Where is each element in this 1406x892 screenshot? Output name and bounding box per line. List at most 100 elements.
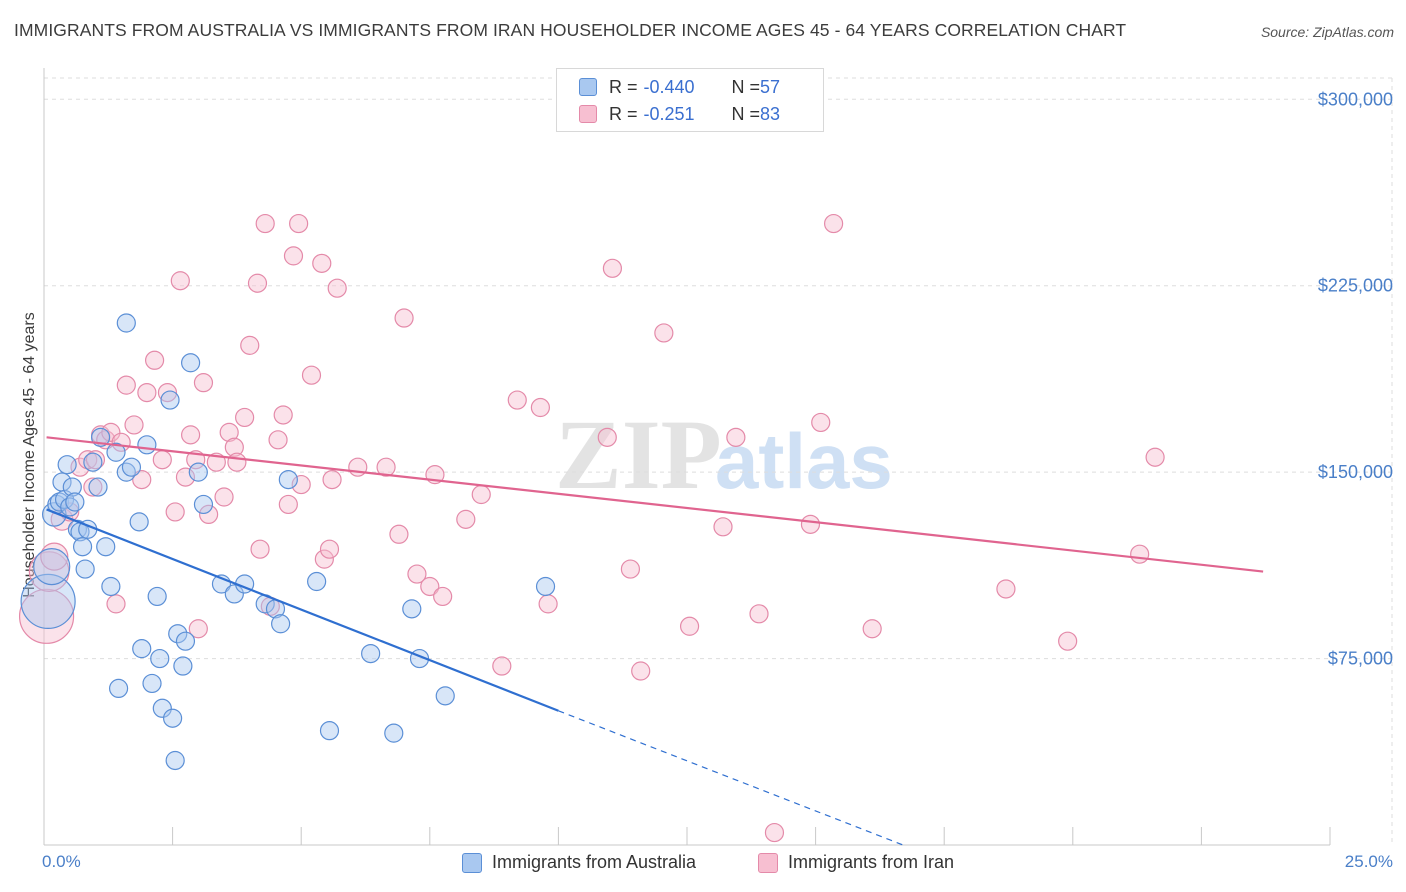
- australia-point: [132, 639, 152, 659]
- australia-point: [152, 698, 172, 718]
- australia-point: [62, 477, 82, 497]
- australia-point: [319, 721, 340, 741]
- legend-row-iran: R = -0.251 N = 83: [579, 101, 780, 127]
- iran-point: [620, 559, 641, 579]
- legend-label-iran: Immigrants from Iran: [788, 852, 955, 872]
- iran-point: [631, 661, 651, 681]
- iran-point: [824, 213, 844, 234]
- australia-point: [163, 708, 183, 728]
- australia-point: [75, 559, 95, 579]
- australia-point: [49, 492, 70, 512]
- iran-point: [283, 246, 304, 266]
- iran-point: [713, 517, 733, 537]
- iran-point: [224, 437, 244, 457]
- australia-point: [67, 519, 88, 539]
- iran-point: [101, 422, 121, 442]
- iran-point: [83, 477, 103, 497]
- iran-point: [507, 390, 527, 410]
- iran-point: [420, 576, 440, 597]
- australia-point: [137, 435, 157, 455]
- iran-point: [235, 407, 255, 428]
- legend-row-australia: R = -0.440 N = 57: [579, 74, 780, 100]
- australia-point: [142, 673, 162, 694]
- iran-point: [602, 258, 623, 278]
- australia-point: [173, 656, 193, 676]
- iran-point: [800, 514, 821, 534]
- source-credit: Source: ZipAtlas.com: [1260, 24, 1394, 40]
- iran-point: [124, 415, 144, 435]
- australia-point: [116, 313, 136, 333]
- iran-point: [152, 450, 172, 470]
- iran-point: [170, 271, 190, 291]
- iran-point: [219, 422, 239, 442]
- australia-point: [106, 442, 126, 462]
- iran-point: [278, 494, 298, 515]
- iran-point: [456, 509, 476, 529]
- x-tick-label-max: 25.0%: [1344, 852, 1393, 871]
- legend-swatch-iran: [758, 852, 778, 873]
- iran-points: [18, 213, 1165, 843]
- iran-point: [268, 430, 288, 450]
- legend-r-label: R =: [609, 103, 638, 124]
- chart-title: IMMIGRANTS FROM AUSTRALIA VS IMMIGRANTS …: [14, 20, 1127, 40]
- iran-point: [538, 594, 558, 614]
- iran-point: [654, 323, 674, 343]
- trend-lines: [46, 436, 1264, 846]
- iran-point: [188, 619, 208, 639]
- iran-point: [227, 452, 247, 472]
- australia-point: [20, 573, 76, 630]
- australia-point: [101, 576, 121, 597]
- iran-point: [106, 594, 126, 614]
- australia-point: [65, 492, 85, 512]
- legend-n-value: 83: [760, 103, 781, 124]
- iran-point: [322, 470, 342, 490]
- iran-point: [749, 604, 769, 624]
- y-tick-label: $225,000: [1318, 276, 1393, 296]
- iran-point: [327, 278, 347, 298]
- iran-point: [206, 452, 226, 472]
- australia-point: [188, 462, 208, 482]
- iran-point: [862, 619, 882, 639]
- australia-point: [435, 686, 455, 706]
- australia-point: [96, 537, 116, 557]
- iran-point: [394, 308, 414, 328]
- australia-point: [88, 477, 108, 497]
- iran-point: [199, 504, 219, 525]
- iran-trend-line: [46, 436, 1264, 573]
- iran-point: [1145, 447, 1165, 467]
- australia-point: [83, 452, 103, 472]
- legend-n-label: N =: [731, 103, 761, 124]
- australia-point: [168, 624, 188, 644]
- australia-point: [165, 750, 185, 771]
- iran-point: [250, 539, 270, 559]
- iran-point: [116, 375, 136, 395]
- iran-point: [492, 656, 512, 676]
- australia-trend-extension: [558, 710, 904, 846]
- legend-swatch-iran: [579, 105, 597, 123]
- australia-point: [160, 390, 180, 410]
- iran-point: [407, 564, 427, 584]
- iran-point: [319, 539, 340, 559]
- iran-point: [85, 450, 106, 470]
- iran-point: [433, 586, 453, 607]
- iran-point: [289, 213, 309, 234]
- australia-point: [271, 614, 291, 634]
- iran-point: [597, 427, 617, 447]
- y-tick-label: $150,000: [1318, 462, 1393, 482]
- iran-point: [996, 579, 1016, 599]
- iran-point: [291, 474, 311, 495]
- watermark-atlas: atlas: [715, 417, 893, 505]
- legend-r-value: -0.440: [643, 76, 695, 97]
- iran-point: [18, 588, 75, 644]
- iran-point: [240, 335, 260, 355]
- iran-point: [273, 405, 293, 425]
- iran-point: [78, 450, 98, 470]
- iran-point: [471, 484, 491, 505]
- australia-point: [278, 470, 298, 490]
- australia-point: [384, 723, 404, 743]
- legend-r-value: -0.251: [643, 103, 695, 124]
- iran-point: [181, 425, 201, 445]
- iran-point: [132, 470, 152, 490]
- legend-r-label: R =: [609, 76, 638, 97]
